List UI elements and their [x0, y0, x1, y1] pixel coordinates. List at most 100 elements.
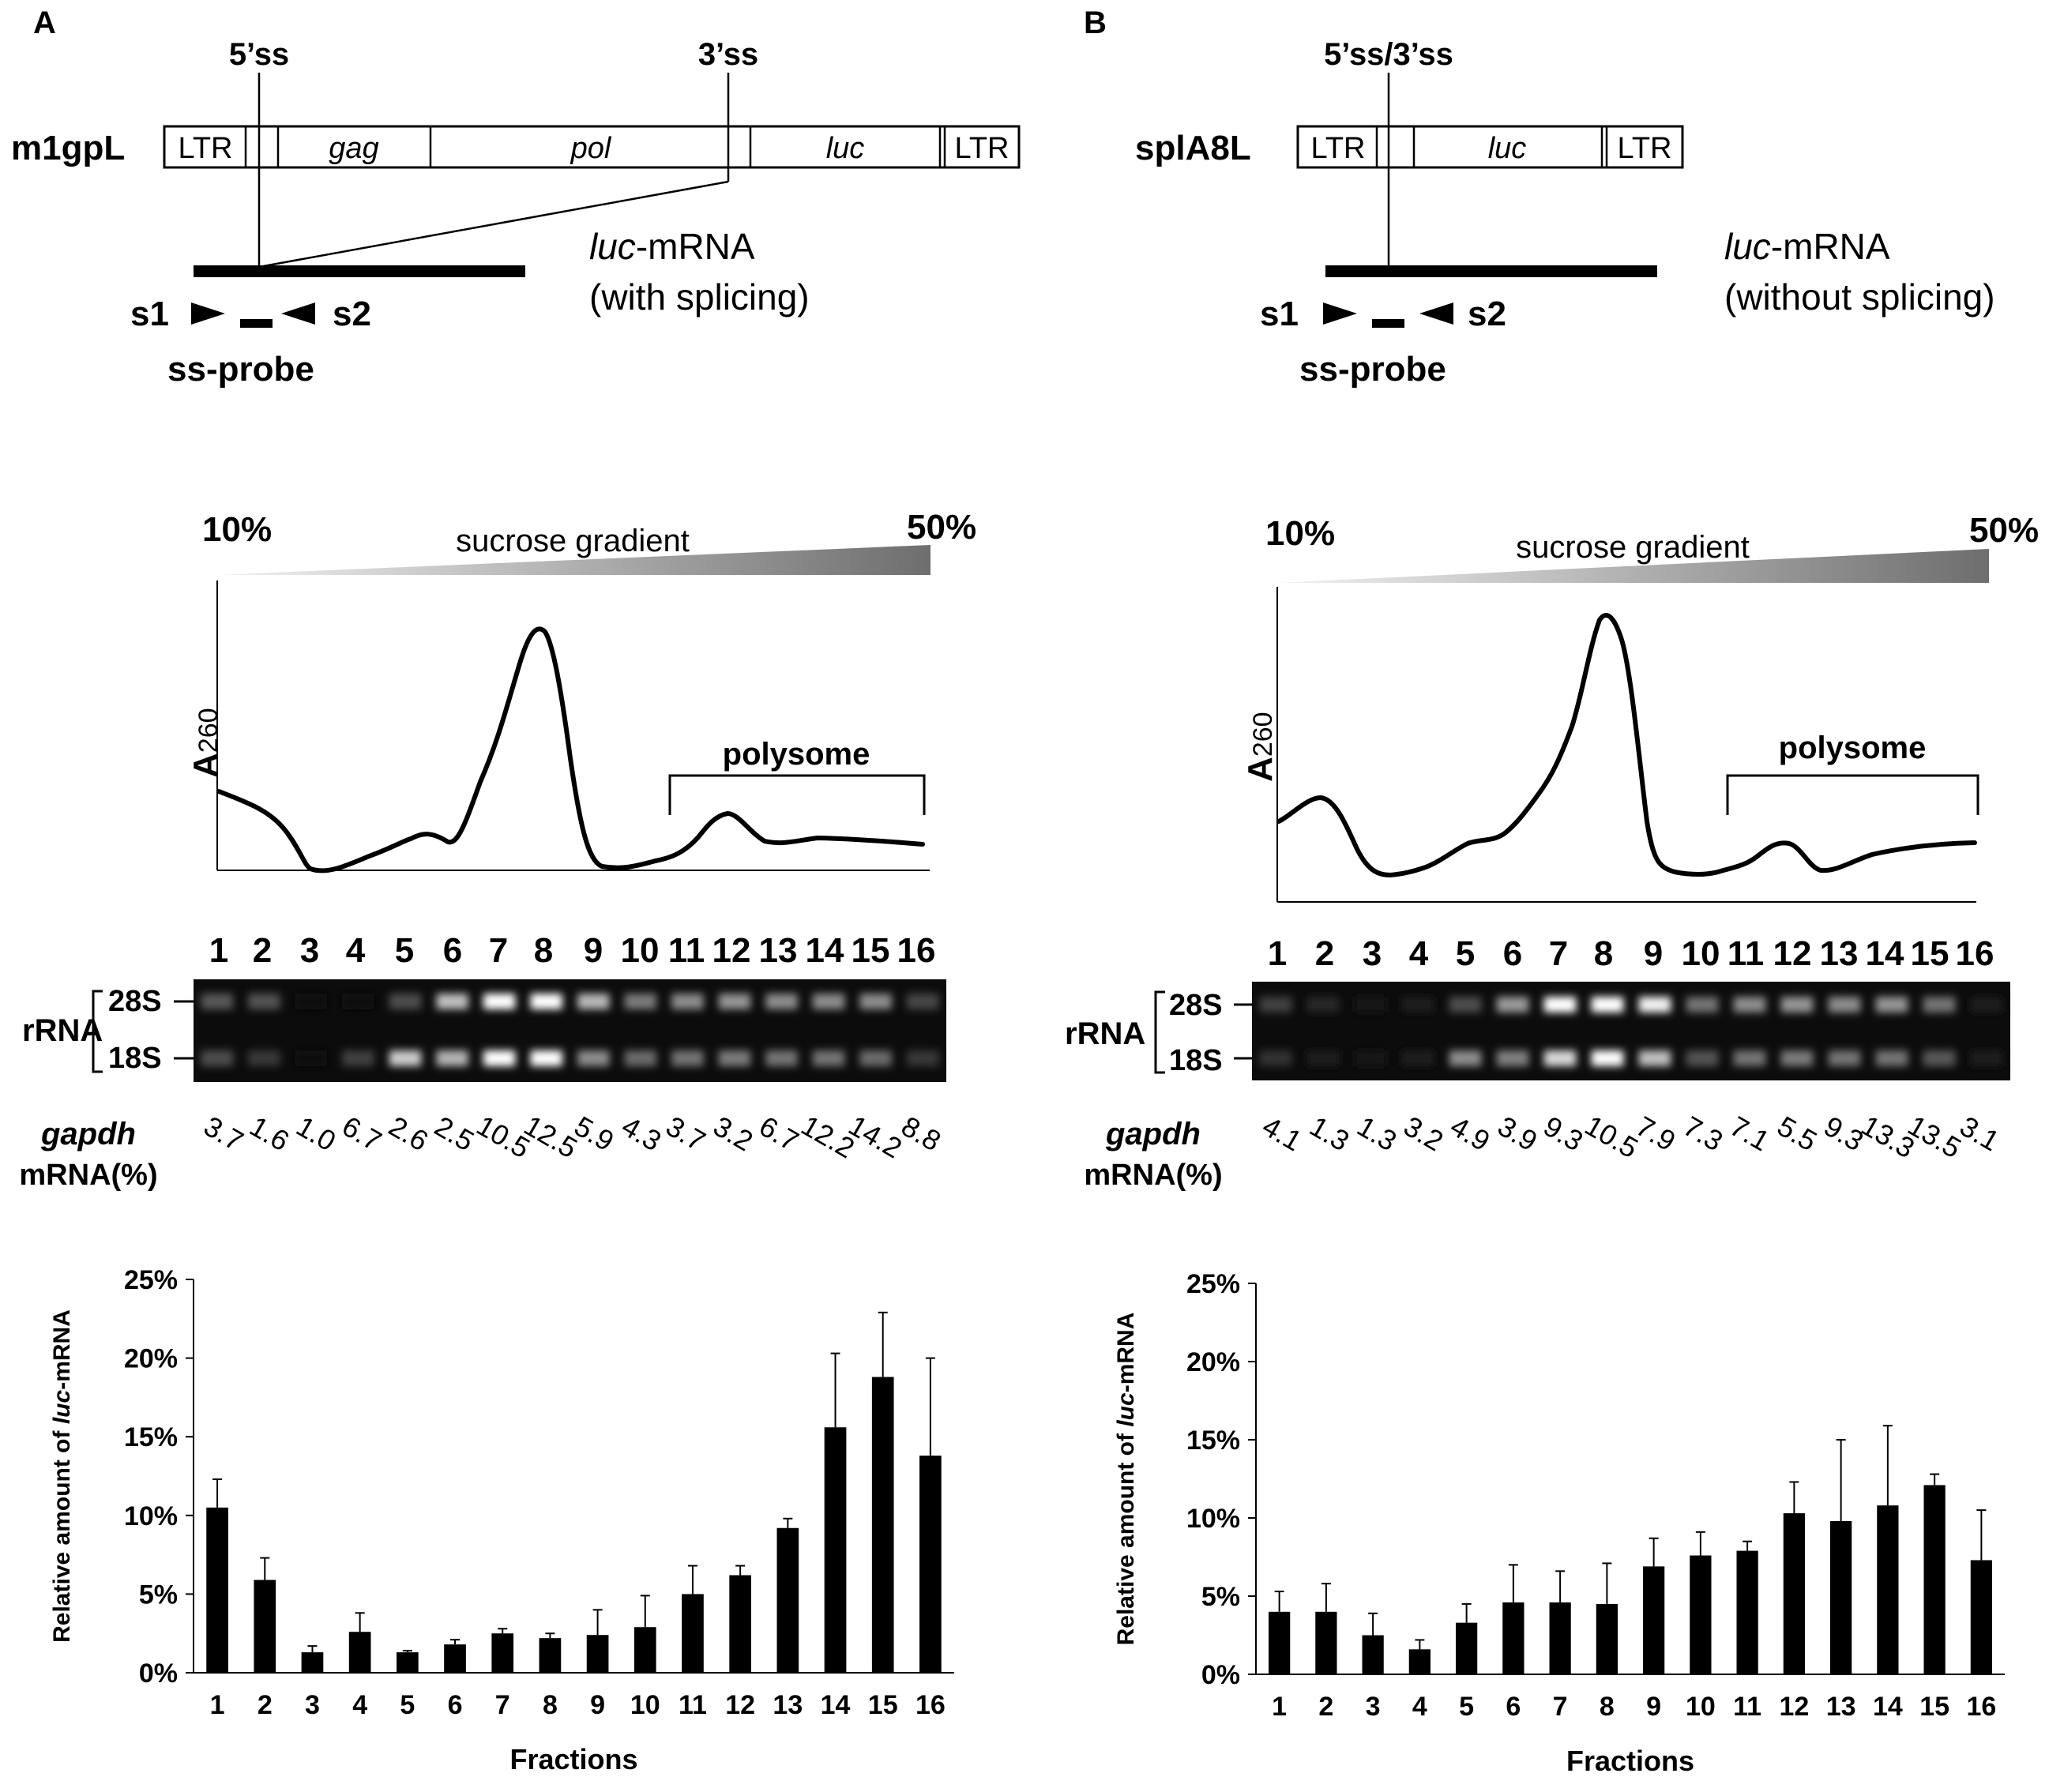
- panel-a-map-pol: pol: [570, 132, 612, 165]
- panel-b-primer-s1-arrow: [1323, 302, 1357, 325]
- gapdh-value: 3.1: [1954, 1110, 2005, 1158]
- gel-band: [483, 994, 516, 1009]
- panel-a-mrna-bar: [194, 265, 525, 277]
- x-tick-label: 8: [1600, 1692, 1615, 1722]
- panel-a-map-outline: [163, 125, 1021, 169]
- gapdh-value: 7.9: [1630, 1110, 1681, 1158]
- panel-a-28s-label: 28S: [108, 985, 162, 1018]
- panel-a-letter: A: [33, 6, 56, 40]
- gel-band: [436, 994, 468, 1009]
- gel-band: [1354, 997, 1387, 1012]
- x-tick-label: 3: [1366, 1692, 1381, 1722]
- panel-a: A m1gpL 5’ss 3’ss LTR gag pol luc LTR lu…: [11, 6, 1021, 1775]
- gapdh-value: 4.1: [1257, 1110, 1307, 1158]
- bar: [444, 1644, 466, 1673]
- bar: [1455, 1622, 1478, 1674]
- x-tick-label: 12: [725, 1690, 755, 1720]
- gel-band: [1638, 1050, 1671, 1066]
- lane-number: 2: [1315, 934, 1334, 973]
- y-tick-label: 15%: [1186, 1426, 1240, 1456]
- panel-a-construct-name: m1gpL: [11, 129, 125, 167]
- gel-band: [1923, 997, 1956, 1012]
- panel-a-primer-s2-arrow: [281, 302, 315, 325]
- panel-a-rrna-label: rRNA: [22, 1013, 103, 1048]
- x-tick-label: 7: [1553, 1692, 1568, 1722]
- bar: [871, 1377, 894, 1673]
- panel-a-18s-label: 18S: [108, 1042, 162, 1075]
- x-tick-label: 5: [400, 1690, 415, 1720]
- gel-band: [624, 994, 657, 1009]
- lane-number: 5: [395, 931, 414, 970]
- gapdh-value: 3.7: [198, 1110, 249, 1158]
- lane-number: 12: [712, 931, 751, 970]
- panel-b-profile: polysome A260: [1241, 587, 1979, 903]
- gel-band: [671, 994, 704, 1009]
- gel-band: [1591, 997, 1624, 1012]
- gapdh-value: 1.3: [1352, 1110, 1402, 1158]
- gel-band: [1449, 997, 1482, 1012]
- x-axis-label: Fractions: [509, 1743, 637, 1775]
- y-axis-label: Relative amount of luc-mRNA: [1113, 1313, 1139, 1646]
- panel-a-gel-bands: [201, 994, 939, 1066]
- panel-b: B splA8L 5’ss/3’ss LTR luc LTR luc-mRNA …: [1065, 6, 2039, 1777]
- panel-b-rrna-label: rRNA: [1065, 1016, 1145, 1051]
- panel-b-map-ltr-right: LTR: [1618, 132, 1672, 165]
- panel-b-polysome-label: polysome: [1779, 731, 1927, 765]
- lane-number: 2: [253, 931, 272, 970]
- gel-band: [248, 1050, 280, 1066]
- panel-b-gradient-wedge: [1277, 549, 1989, 583]
- lane-number: 8: [534, 931, 553, 970]
- gel-band: [624, 1050, 657, 1066]
- x-tick-label: 4: [1412, 1692, 1427, 1722]
- panel-b-map-ltr-left: LTR: [1311, 132, 1366, 165]
- lane-number: 13: [759, 931, 798, 970]
- panel-a-a260-label: A260: [186, 708, 225, 778]
- gapdh-value: 2.5: [429, 1110, 479, 1158]
- x-tick-label: 2: [1318, 1692, 1333, 1722]
- x-tick-label: 6: [448, 1690, 463, 1720]
- gapdh-value: 1.0: [291, 1110, 341, 1158]
- panel-b-mrna-bar: [1325, 265, 1657, 277]
- bar: [1642, 1566, 1665, 1674]
- gel-band: [812, 1050, 845, 1066]
- panel-b-gapdh: gapdh mRNA(%) 4.1 1.3 1.3 3.2 4.9 3.9 9.…: [1084, 1109, 2005, 1192]
- bar: [206, 1507, 228, 1673]
- lane-number: 16: [897, 931, 936, 970]
- panel-a-polysome-label: polysome: [723, 737, 870, 772]
- x-tick-label: 1: [210, 1690, 225, 1720]
- panel-b-gapdh-label: gapdh: [1105, 1117, 1201, 1151]
- panel-a-polysome-bracket: [668, 774, 926, 815]
- gel-band: [765, 994, 798, 1009]
- panel-a-gradient-low: 10%: [202, 510, 272, 549]
- gapdh-value: 3.7: [660, 1110, 711, 1158]
- x-tick-label: 15: [868, 1690, 898, 1720]
- gel-band: [1591, 1050, 1624, 1066]
- gapdh-value: 5.9: [569, 1110, 619, 1158]
- y-axis-label: Relative amount of luc-mRNA: [49, 1309, 75, 1643]
- panel-a-lane-numbers: 1 2 3 4 5 6 7 8 9 10 11 12 13 14 15 16: [209, 931, 936, 970]
- x-tick-label: 11: [679, 1690, 707, 1720]
- gel-band: [812, 994, 845, 1009]
- gel-band: [389, 1050, 422, 1066]
- gel-band: [1970, 997, 2003, 1012]
- gel-band: [1780, 997, 1814, 1012]
- lane-number: 11: [668, 931, 705, 970]
- panel-a-mrna-note: (with splicing): [589, 276, 810, 317]
- gel-band: [1543, 997, 1577, 1012]
- bar: [682, 1594, 704, 1673]
- gel-band: [389, 994, 422, 1009]
- gel-band: [295, 1050, 328, 1066]
- lane-number: 1: [1268, 934, 1287, 973]
- lane-number: 7: [489, 931, 508, 970]
- gel-band: [1828, 997, 1861, 1012]
- panel-b-18s-label: 18S: [1169, 1044, 1223, 1077]
- x-tick-label: 10: [630, 1690, 660, 1720]
- y-tick-label: 20%: [1186, 1347, 1240, 1377]
- gel-band: [1543, 1050, 1577, 1066]
- panel-a-map-ltr-left: LTR: [179, 132, 233, 165]
- panel-a-gel: rRNA 28S 18S: [22, 979, 946, 1082]
- lane-number: 9: [584, 931, 603, 970]
- bar: [586, 1635, 609, 1673]
- panel-b-gel-bands: [1259, 997, 2003, 1066]
- panel-b-28s-label: 28S: [1169, 989, 1223, 1022]
